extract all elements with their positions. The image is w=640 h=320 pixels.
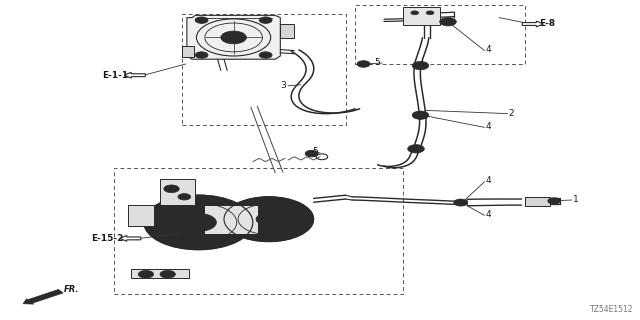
Circle shape: [195, 17, 208, 23]
Circle shape: [160, 270, 175, 278]
Bar: [131, 269, 189, 278]
Text: 5: 5: [312, 148, 318, 156]
Circle shape: [454, 199, 468, 206]
FancyArrow shape: [124, 72, 145, 78]
Circle shape: [408, 145, 424, 153]
FancyArrow shape: [23, 290, 63, 304]
Text: FR.: FR.: [64, 285, 79, 294]
Text: 4: 4: [486, 210, 492, 219]
Bar: [280, 24, 294, 38]
Circle shape: [195, 52, 208, 58]
Circle shape: [259, 52, 272, 58]
Circle shape: [456, 200, 465, 205]
Bar: [182, 46, 194, 57]
Bar: [160, 179, 195, 205]
Circle shape: [259, 17, 272, 23]
Circle shape: [144, 195, 253, 250]
FancyArrow shape: [522, 21, 543, 27]
Bar: [403, 7, 440, 25]
Circle shape: [221, 31, 246, 44]
Polygon shape: [187, 15, 280, 59]
Circle shape: [415, 63, 426, 68]
Circle shape: [440, 18, 456, 26]
Circle shape: [164, 185, 179, 193]
Circle shape: [256, 213, 282, 226]
Circle shape: [224, 197, 314, 242]
Circle shape: [178, 194, 191, 200]
Circle shape: [305, 150, 318, 157]
Circle shape: [548, 198, 561, 204]
Text: 1: 1: [573, 196, 579, 204]
Bar: [182, 14, 346, 125]
Text: 4: 4: [486, 176, 492, 185]
Text: 4: 4: [486, 122, 492, 131]
Circle shape: [411, 11, 419, 15]
Bar: [355, 5, 525, 64]
Circle shape: [412, 111, 429, 119]
Circle shape: [415, 113, 426, 118]
Circle shape: [426, 11, 434, 15]
FancyArrow shape: [120, 236, 141, 241]
Circle shape: [412, 61, 429, 70]
Text: 3: 3: [280, 81, 286, 90]
Circle shape: [357, 61, 370, 67]
Bar: [128, 205, 154, 226]
Text: 2: 2: [509, 109, 515, 118]
Bar: [114, 168, 403, 294]
Text: E-15-2: E-15-2: [91, 234, 124, 243]
Text: E-8: E-8: [540, 20, 556, 28]
Circle shape: [411, 146, 421, 151]
Bar: [525, 197, 550, 206]
Circle shape: [138, 270, 154, 278]
Circle shape: [443, 19, 453, 24]
Text: 5: 5: [374, 58, 380, 67]
Bar: [204, 205, 258, 234]
Text: E-1-1: E-1-1: [102, 71, 128, 80]
Circle shape: [180, 213, 216, 231]
Text: 4: 4: [486, 45, 492, 54]
Text: TZ54E1512: TZ54E1512: [590, 305, 634, 314]
